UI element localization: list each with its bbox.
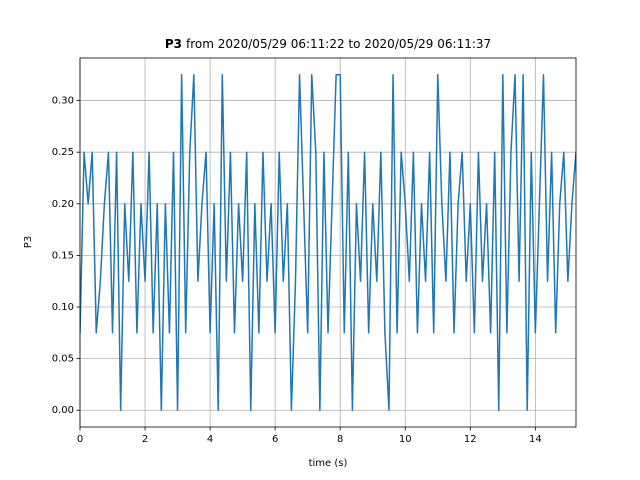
y-tick-label: 0.25 <box>52 147 74 158</box>
x-tick-label: 2 <box>142 434 148 445</box>
y-tick-label: 0.15 <box>52 250 74 261</box>
chart-title: P3 from 2020/05/29 06:11:22 to 2020/05/29… <box>165 37 491 51</box>
x-tick-label: 12 <box>464 434 477 445</box>
plot-frame <box>79 57 577 428</box>
x-tick-label: 14 <box>529 434 542 445</box>
x-axis-label: time (s) <box>309 458 348 469</box>
y-axis-label: P3 <box>23 236 34 248</box>
x-tick-label: 8 <box>337 434 343 445</box>
y-tick-label: 0.30 <box>52 96 74 107</box>
y-tick-label: 0.10 <box>52 302 74 313</box>
x-tick-label: 4 <box>207 434 213 445</box>
title-series: P3 <box>165 37 182 51</box>
x-tick-label: 0 <box>77 434 83 445</box>
y-tick-label: 0.20 <box>52 199 74 210</box>
x-tick-label: 6 <box>272 434 278 445</box>
data-line <box>80 74 576 411</box>
y-tick-label: 0.00 <box>52 405 74 416</box>
x-tick-label: 10 <box>399 434 412 445</box>
title-text: from 2020/05/29 06:11:22 to 2020/05/29 0… <box>186 37 491 51</box>
y-tick-label: 0.05 <box>52 354 74 365</box>
